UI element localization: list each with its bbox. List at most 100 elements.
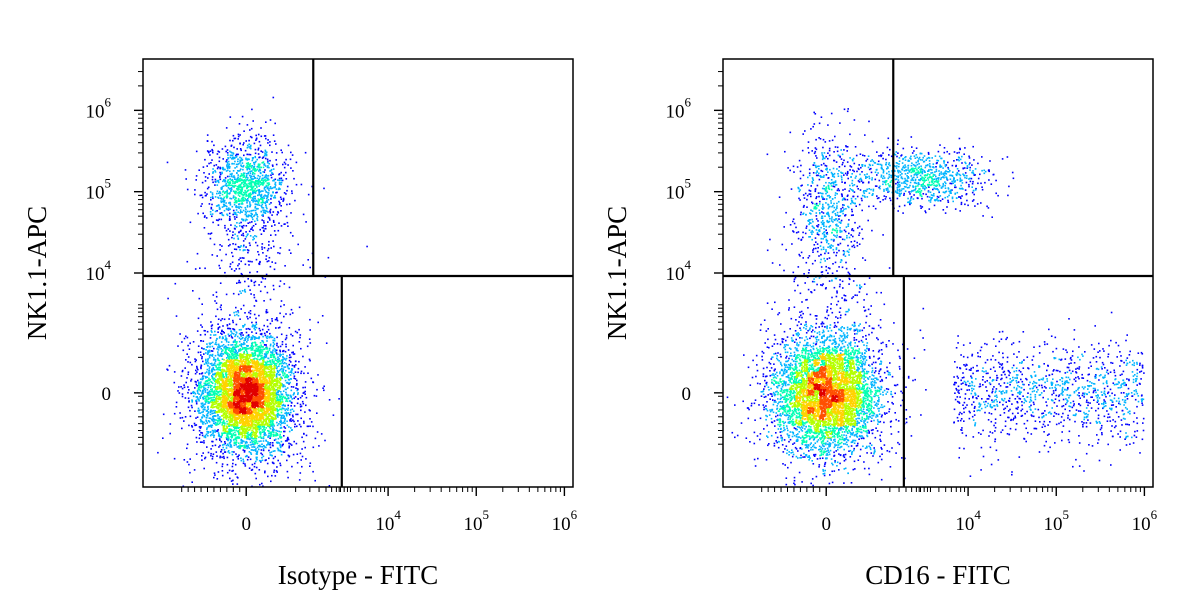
event-dot — [299, 472, 302, 474]
event-dot — [201, 422, 204, 424]
event-dot — [219, 282, 222, 284]
event-dot — [273, 196, 276, 199]
event-dot — [262, 346, 264, 348]
event-dot — [239, 353, 242, 355]
event-dot — [262, 229, 265, 232]
event-dot — [272, 376, 274, 378]
event-dot — [271, 151, 273, 153]
event-dot — [222, 420, 225, 423]
event-dot — [220, 379, 222, 381]
event-dot — [275, 364, 278, 367]
event-dot — [271, 474, 273, 477]
event-dot — [271, 261, 273, 263]
event-dot — [218, 394, 221, 396]
event-dot — [225, 413, 227, 415]
event-dot — [265, 421, 268, 424]
event-dot — [285, 413, 288, 416]
event-dot — [189, 471, 191, 474]
event-dot — [230, 197, 233, 200]
event-dot — [275, 402, 278, 405]
event-dot — [191, 363, 193, 366]
event-dot — [210, 388, 212, 391]
event-dot — [219, 175, 221, 178]
event-dot — [275, 152, 278, 154]
event-dot — [243, 436, 246, 439]
event-dot — [279, 420, 281, 423]
event-dot — [282, 356, 284, 358]
event-dot — [232, 469, 234, 472]
event-dot — [219, 363, 221, 366]
event-dot — [228, 378, 230, 381]
event-dot — [263, 388, 266, 390]
event-dot — [244, 323, 246, 326]
event-dot — [230, 357, 232, 359]
event-dot — [304, 386, 306, 389]
event-dot — [258, 336, 261, 338]
event-dot — [281, 364, 284, 367]
event-dot — [228, 327, 230, 330]
event-dot — [217, 415, 219, 417]
event-dot — [224, 409, 226, 412]
event-dot — [243, 224, 245, 227]
event-dot — [269, 427, 272, 430]
event-dot — [189, 342, 191, 345]
event-dot — [215, 291, 218, 294]
event-dot — [283, 435, 285, 437]
event-dot — [247, 363, 249, 366]
event-dot — [181, 369, 184, 372]
event-dot — [280, 181, 283, 184]
event-dot — [243, 342, 245, 344]
event-dot — [253, 325, 256, 328]
event-dot — [271, 425, 273, 427]
event-dot — [220, 201, 223, 204]
event-dot — [238, 426, 241, 429]
event-dot — [316, 412, 318, 414]
event-dot — [261, 328, 264, 331]
event-dot — [246, 362, 249, 365]
event-dot — [279, 403, 282, 405]
event-dot — [263, 353, 266, 355]
event-dot — [251, 425, 253, 428]
event-dot — [191, 425, 193, 427]
event-dot — [267, 188, 270, 190]
event-dot — [239, 148, 242, 150]
event-dot — [215, 366, 217, 368]
event-dot — [192, 341, 195, 343]
event-dot — [186, 260, 189, 263]
event-dot — [276, 410, 279, 413]
event-dot — [234, 200, 237, 203]
event-dot — [216, 455, 218, 457]
event-dot — [269, 397, 272, 399]
event-dot — [227, 354, 229, 357]
event-dot — [224, 441, 226, 443]
event-dot — [249, 129, 251, 131]
event-dot — [252, 229, 254, 232]
event-dot — [206, 446, 208, 448]
event-dot — [214, 423, 216, 425]
event-dot — [269, 454, 272, 456]
event-dot — [205, 359, 207, 362]
event-dot — [267, 368, 269, 370]
event-dot — [262, 360, 265, 362]
event-dot — [191, 406, 193, 409]
event-dot — [235, 332, 238, 334]
event-dot — [274, 398, 276, 401]
event-dot — [222, 455, 225, 458]
event-dot — [272, 462, 274, 464]
event-dot — [234, 197, 237, 199]
event-dot — [227, 443, 229, 446]
event-dot — [257, 409, 260, 412]
event-dot — [209, 401, 212, 403]
event-dot — [237, 133, 240, 136]
event-dot — [278, 390, 281, 392]
event-dot — [273, 428, 275, 431]
event-dot — [199, 334, 202, 336]
event-dot — [253, 352, 255, 354]
event-dot — [202, 390, 204, 392]
event-dot — [278, 173, 281, 175]
event-dot — [204, 191, 206, 194]
event-dot — [230, 435, 232, 438]
event-dot — [278, 200, 280, 203]
event-dot — [207, 398, 210, 400]
event-dot — [249, 163, 252, 165]
